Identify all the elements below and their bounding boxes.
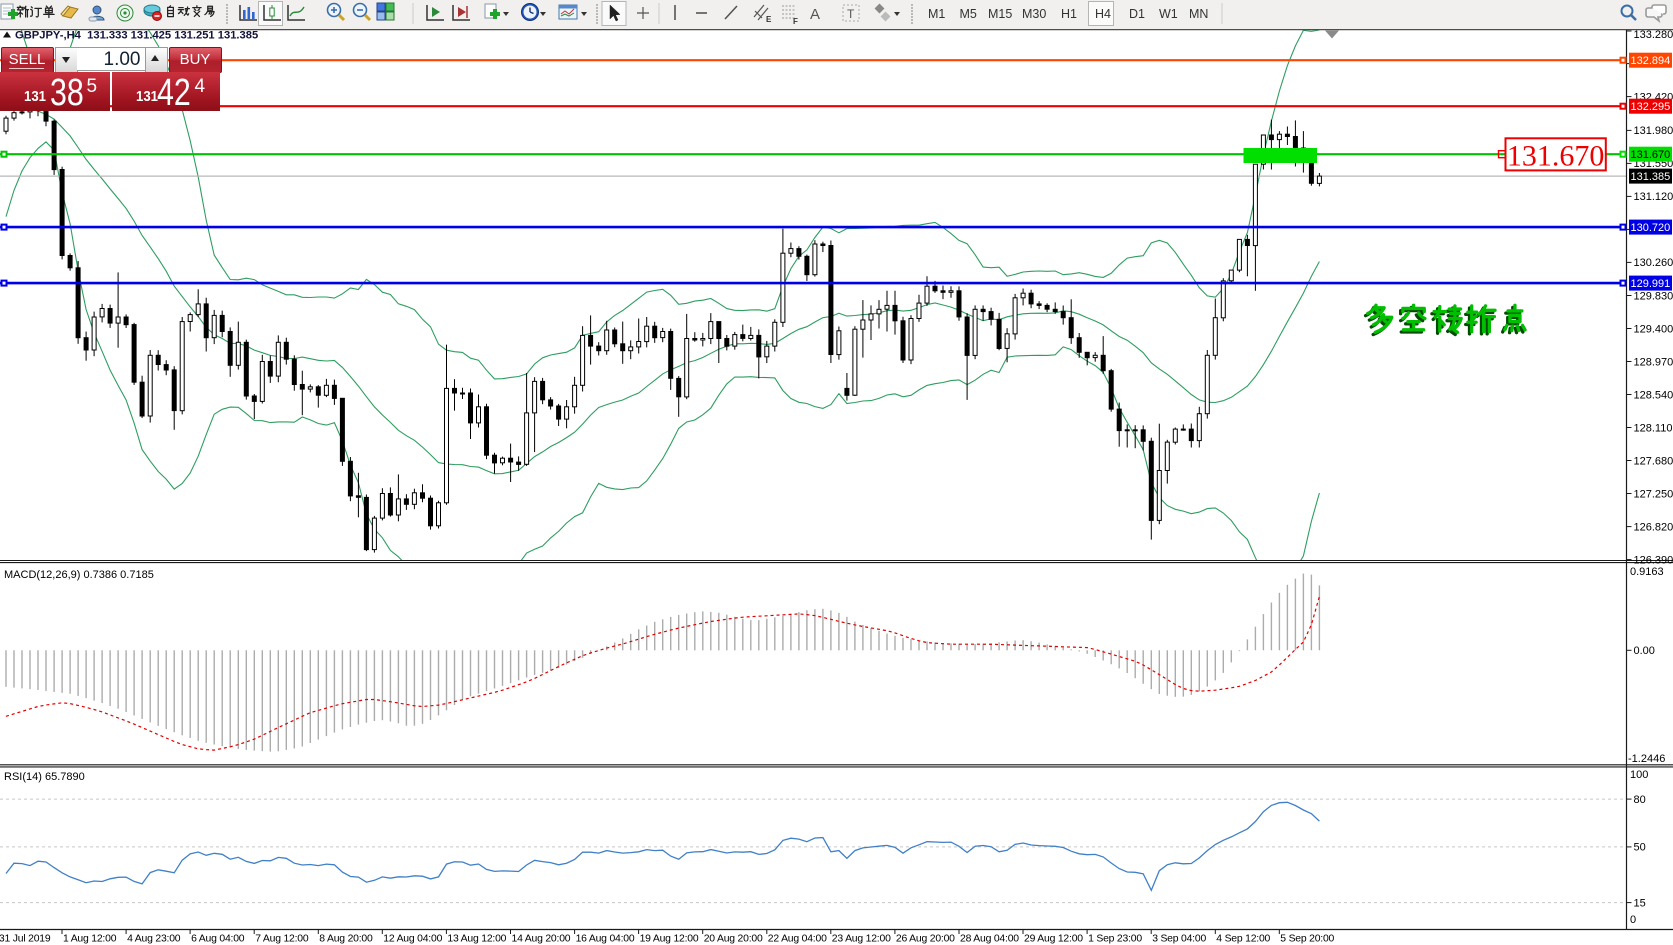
svg-text:5 Sep 20:00: 5 Sep 20:00 bbox=[1280, 934, 1334, 945]
svg-text:H1: H1 bbox=[1061, 7, 1077, 21]
svg-text:132.295: 132.295 bbox=[1631, 101, 1671, 113]
svg-text:A: A bbox=[810, 6, 820, 23]
svg-text:0: 0 bbox=[1630, 914, 1636, 926]
svg-text:3 Sep 04:00: 3 Sep 04:00 bbox=[1152, 934, 1206, 945]
svg-text:14 Aug 20:00: 14 Aug 20:00 bbox=[512, 934, 571, 945]
svg-text:19 Aug 12:00: 19 Aug 12:00 bbox=[640, 934, 699, 945]
svg-text:16 Aug 04:00: 16 Aug 04:00 bbox=[576, 934, 635, 945]
svg-text:12 Aug 04:00: 12 Aug 04:00 bbox=[383, 934, 442, 945]
svg-text:0.00: 0.00 bbox=[1634, 645, 1655, 657]
svg-text:RSI(14) 65.7890: RSI(14) 65.7890 bbox=[4, 771, 85, 783]
svg-text:100: 100 bbox=[1630, 769, 1648, 781]
svg-text:128.970: 128.970 bbox=[1634, 356, 1673, 368]
svg-text:7 Aug 12:00: 7 Aug 12:00 bbox=[255, 934, 309, 945]
svg-text:126.390: 126.390 bbox=[1634, 554, 1673, 566]
svg-text:129.830: 129.830 bbox=[1634, 290, 1673, 302]
svg-text:80: 80 bbox=[1634, 794, 1646, 806]
svg-text:131.670: 131.670 bbox=[1507, 140, 1605, 173]
svg-text:H4: H4 bbox=[1095, 7, 1111, 21]
svg-text:E: E bbox=[766, 15, 772, 24]
svg-text:GBPJPY-,H4 131.333 131.425 13: GBPJPY-,H4 131.333 131.425 131.251 131.3… bbox=[15, 30, 258, 42]
svg-text:W1: W1 bbox=[1159, 7, 1178, 21]
svg-text:0.9163: 0.9163 bbox=[1630, 566, 1664, 578]
svg-text:6 Aug 04:00: 6 Aug 04:00 bbox=[191, 934, 245, 945]
svg-text:MN: MN bbox=[1189, 7, 1208, 21]
svg-text:128.110: 128.110 bbox=[1634, 422, 1673, 434]
svg-text:22 Aug 04:00: 22 Aug 04:00 bbox=[768, 934, 827, 945]
svg-text:8 Aug 20:00: 8 Aug 20:00 bbox=[319, 934, 373, 945]
svg-text:20 Aug 20:00: 20 Aug 20:00 bbox=[704, 934, 763, 945]
svg-text:126.820: 126.820 bbox=[1634, 521, 1673, 533]
svg-text:1 Sep 23:00: 1 Sep 23:00 bbox=[1088, 934, 1142, 945]
svg-text:50: 50 bbox=[1634, 842, 1646, 854]
svg-text:13 Aug 12:00: 13 Aug 12:00 bbox=[447, 934, 506, 945]
svg-text:129.400: 129.400 bbox=[1634, 323, 1673, 335]
svg-text:128.540: 128.540 bbox=[1634, 389, 1673, 401]
svg-text:4 Aug 23:00: 4 Aug 23:00 bbox=[127, 934, 181, 945]
svg-text:23 Aug 12:00: 23 Aug 12:00 bbox=[832, 934, 891, 945]
svg-text:M1: M1 bbox=[928, 7, 945, 21]
svg-text:29 Aug 12:00: 29 Aug 12:00 bbox=[1024, 934, 1083, 945]
svg-text:127.250: 127.250 bbox=[1634, 488, 1673, 500]
svg-text:28 Aug 04:00: 28 Aug 04:00 bbox=[960, 934, 1019, 945]
svg-text:133.280: 133.280 bbox=[1634, 29, 1673, 41]
svg-text:F: F bbox=[793, 17, 798, 26]
svg-text:129.991: 129.991 bbox=[1631, 278, 1671, 290]
svg-text:1 Aug 12:00: 1 Aug 12:00 bbox=[63, 934, 117, 945]
svg-text:MACD(12,26,9) 0.7386 0.7185: MACD(12,26,9) 0.7386 0.7185 bbox=[4, 569, 154, 581]
svg-text:127.680: 127.680 bbox=[1634, 455, 1673, 467]
svg-text:131.385: 131.385 bbox=[1631, 171, 1671, 183]
svg-text:M30: M30 bbox=[1022, 7, 1046, 21]
svg-text:131.120: 131.120 bbox=[1634, 191, 1673, 203]
svg-text:M5: M5 bbox=[960, 7, 977, 21]
svg-text:132.894: 132.894 bbox=[1631, 55, 1671, 67]
svg-text:4 Sep 12:00: 4 Sep 12:00 bbox=[1216, 934, 1270, 945]
svg-text:-1.2446: -1.2446 bbox=[1628, 753, 1665, 765]
svg-text:131.980: 131.980 bbox=[1634, 125, 1673, 137]
svg-text:130.260: 130.260 bbox=[1634, 257, 1673, 269]
svg-text:26 Aug 20:00: 26 Aug 20:00 bbox=[896, 934, 955, 945]
svg-text:15: 15 bbox=[1634, 897, 1646, 909]
svg-text:D1: D1 bbox=[1129, 7, 1145, 21]
svg-text:T: T bbox=[847, 7, 855, 21]
svg-text:M15: M15 bbox=[988, 7, 1012, 21]
svg-text:131.670: 131.670 bbox=[1631, 149, 1671, 161]
svg-text:31 Jul 2019: 31 Jul 2019 bbox=[0, 934, 51, 945]
svg-text:130.720: 130.720 bbox=[1631, 222, 1671, 234]
